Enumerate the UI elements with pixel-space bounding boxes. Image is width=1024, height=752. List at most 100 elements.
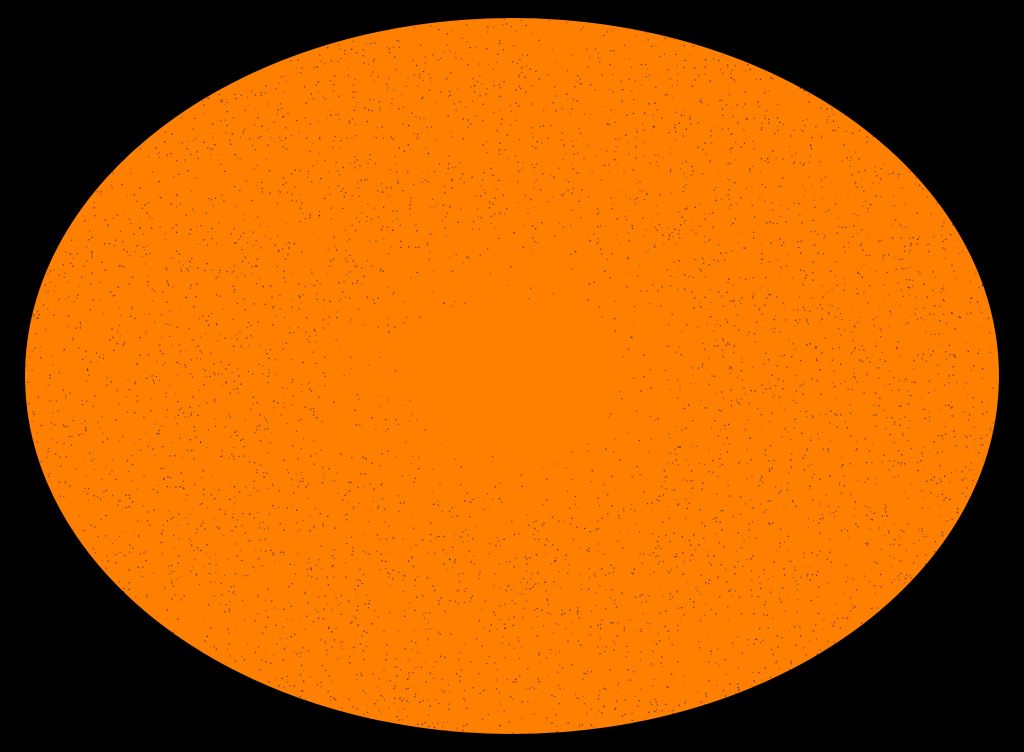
texture-speck [73,301,75,303]
texture-speck [307,97,310,99]
texture-speck [50,422,52,424]
texture-speck [993,421,995,424]
texture-speck [969,301,971,304]
texture-speck [320,685,322,687]
texture-speck [874,483,876,485]
texture-speck [800,576,802,578]
texture-speck [437,59,439,61]
texture-speck [863,263,865,266]
texture-speck [623,57,625,60]
texture-speck [472,78,474,80]
texture-speck [493,26,495,28]
texture-speck [148,313,150,315]
texture-speck [498,692,501,694]
texture-speck [886,417,888,419]
texture-speck [68,296,70,298]
texture-speck [808,94,810,96]
texture-speck [778,592,781,594]
texture-speck [365,43,367,45]
texture-speck [89,309,91,311]
texture-speck [245,179,247,181]
texture-speck [104,535,107,537]
texture-speck [845,130,847,132]
texture-speck [872,135,875,137]
texture-speck [117,390,119,392]
texture-speck [257,613,259,615]
texture-speck [876,341,878,343]
texture-speck [752,686,754,688]
texture-speck [172,256,174,258]
texture-speck [944,249,946,251]
texture-speck [597,57,600,59]
texture-speck [892,195,894,197]
texture-speck [910,483,912,485]
texture-speck [94,552,96,554]
texture-speck [441,678,443,680]
texture-speck [190,570,192,572]
texture-speck [716,684,718,686]
texture-speck [229,601,231,603]
texture-speck [148,216,150,218]
texture-speck [971,297,973,299]
texture-speck [676,84,678,86]
texture-speck [591,708,593,710]
texture-speck [891,389,893,392]
texture-speck [32,315,34,317]
texture-speck [855,589,858,591]
texture-speck [225,132,227,134]
texture-speck [428,714,430,716]
texture-speck [150,398,152,400]
texture-speck [926,536,928,538]
texture-speck [656,704,658,706]
texture-speck [145,432,147,434]
texture-speck [312,621,315,623]
texture-speck [797,583,799,585]
texture-speck [843,246,845,248]
texture-speck [953,456,955,458]
texture-speck [822,628,824,630]
texture-speck [273,141,276,143]
texture-speck [987,402,989,404]
texture-speck [969,435,971,437]
texture-speck [149,460,151,462]
texture-speck [143,552,145,554]
texture-speck [577,80,579,83]
texture-speck [605,688,607,690]
texture-speck [176,486,178,488]
texture-speck [417,85,419,87]
texture-speck [974,473,976,476]
texture-speck [627,679,629,681]
texture-speck [758,106,760,108]
texture-speck [253,168,255,170]
texture-speck [139,439,141,441]
texture-speck [31,350,33,352]
texture-speck [387,88,389,90]
texture-speck [107,538,109,540]
texture-speck [146,596,148,598]
texture-speck [144,263,146,265]
texture-speck [118,307,120,310]
texture-speck [347,75,349,77]
texture-speck [167,283,169,285]
texture-speck [386,47,388,49]
texture-speck [214,581,216,583]
texture-speck [276,113,278,115]
texture-speck [809,155,812,157]
texture-speck [792,577,794,579]
texture-speck [717,60,720,62]
texture-speck [677,73,679,75]
texture-speck [154,423,156,425]
texture-speck [329,80,331,82]
texture-speck [100,519,102,521]
texture-speck [101,261,103,263]
texture-speck [893,460,896,462]
texture-speck [856,288,858,290]
texture-speck [101,416,103,418]
texture-speck [940,234,943,236]
texture-speck [848,246,850,248]
texture-speck [44,284,46,286]
texture-speck [578,697,580,700]
texture-speck [166,269,168,271]
texture-speck [114,554,116,556]
texture-speck [964,466,967,468]
